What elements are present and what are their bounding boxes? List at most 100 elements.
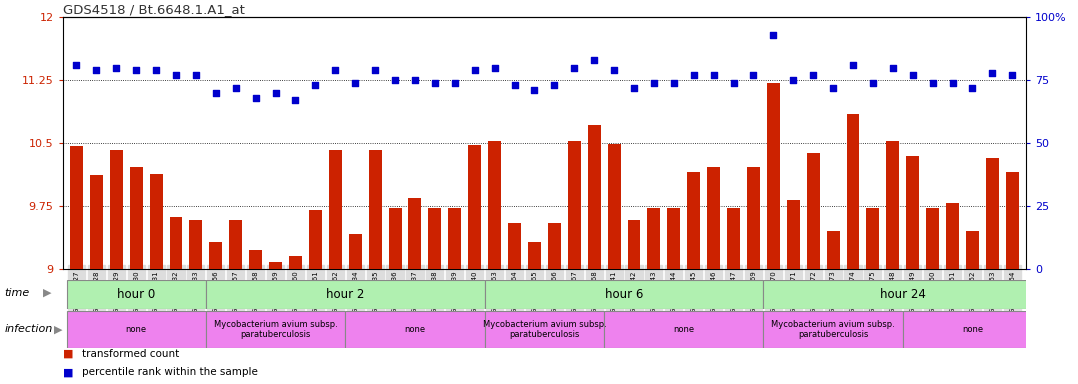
Point: [545, 82, 563, 88]
Bar: [986, 158, 999, 269]
Point: [127, 67, 144, 73]
Bar: [806, 153, 819, 269]
Bar: [129, 167, 142, 269]
Point: [267, 90, 285, 96]
Text: none: none: [126, 325, 147, 334]
Bar: [846, 114, 859, 269]
Point: [984, 70, 1001, 76]
Point: [964, 84, 981, 91]
Point: [884, 65, 901, 71]
Text: none: none: [673, 325, 694, 334]
Point: [585, 57, 603, 63]
Bar: [206, 280, 485, 309]
Point: [606, 67, 623, 73]
Bar: [150, 174, 163, 269]
Point: [207, 90, 224, 96]
Bar: [707, 167, 720, 269]
Point: [844, 62, 861, 68]
Point: [764, 32, 782, 38]
Text: time: time: [4, 288, 29, 298]
Bar: [369, 150, 382, 269]
Point: [188, 72, 205, 78]
Text: ▶: ▶: [54, 324, 63, 334]
Point: [904, 72, 922, 78]
Point: [446, 79, 464, 86]
Bar: [110, 150, 123, 269]
Point: [724, 79, 742, 86]
Bar: [388, 209, 401, 269]
Point: [148, 67, 165, 73]
Point: [327, 67, 344, 73]
Point: [347, 79, 364, 86]
Point: [367, 67, 384, 73]
Bar: [966, 231, 979, 269]
Text: hour 24: hour 24: [880, 288, 926, 301]
Bar: [67, 311, 206, 348]
Bar: [766, 83, 779, 269]
Point: [745, 72, 762, 78]
Bar: [787, 200, 800, 269]
Point: [466, 67, 483, 73]
Point: [247, 95, 264, 101]
Bar: [568, 141, 581, 269]
Point: [944, 79, 962, 86]
Point: [646, 79, 663, 86]
Text: GDS4518 / Bt.6648.1.A1_at: GDS4518 / Bt.6648.1.A1_at: [63, 3, 245, 16]
Point: [924, 79, 941, 86]
Bar: [488, 141, 501, 269]
Point: [87, 67, 105, 73]
Bar: [1006, 172, 1019, 269]
Bar: [448, 209, 461, 269]
Point: [625, 84, 642, 91]
Bar: [608, 144, 621, 269]
Bar: [946, 204, 959, 269]
Bar: [926, 209, 939, 269]
Bar: [827, 231, 840, 269]
Text: percentile rank within the sample: percentile rank within the sample: [82, 367, 258, 377]
Bar: [604, 311, 763, 348]
Bar: [428, 209, 441, 269]
Bar: [190, 220, 203, 269]
Bar: [270, 262, 282, 269]
Point: [785, 77, 802, 83]
Point: [68, 62, 85, 68]
Bar: [485, 280, 763, 309]
Bar: [763, 280, 1042, 309]
Text: Mycobacterium avium subsp.
paratuberculosis: Mycobacterium avium subsp. paratuberculo…: [483, 319, 606, 339]
Bar: [309, 210, 322, 269]
Bar: [345, 311, 485, 348]
Point: [108, 65, 125, 71]
Point: [526, 87, 543, 93]
Bar: [763, 311, 902, 348]
Text: transformed count: transformed count: [82, 349, 179, 359]
Point: [665, 79, 682, 86]
Bar: [727, 209, 740, 269]
Bar: [528, 242, 541, 269]
Bar: [468, 145, 481, 269]
Bar: [169, 217, 182, 269]
Bar: [688, 172, 701, 269]
Point: [865, 79, 882, 86]
Text: hour 6: hour 6: [605, 288, 644, 301]
Bar: [907, 156, 920, 269]
Bar: [886, 141, 899, 269]
Bar: [349, 233, 362, 269]
Bar: [648, 209, 661, 269]
Bar: [89, 175, 102, 269]
Bar: [206, 311, 345, 348]
Point: [167, 72, 184, 78]
Point: [705, 72, 722, 78]
Point: [386, 77, 403, 83]
Point: [227, 84, 245, 91]
Bar: [747, 167, 760, 269]
Bar: [70, 146, 83, 269]
Text: ■: ■: [63, 349, 73, 359]
Text: none: none: [404, 325, 426, 334]
Text: ▶: ▶: [43, 288, 52, 298]
Point: [307, 82, 324, 88]
Bar: [249, 250, 262, 269]
Point: [566, 65, 583, 71]
Bar: [209, 242, 222, 269]
Bar: [230, 220, 243, 269]
Point: [486, 65, 503, 71]
